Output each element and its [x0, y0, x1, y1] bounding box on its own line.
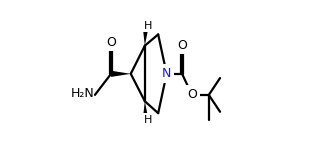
Polygon shape: [111, 71, 131, 77]
Text: N: N: [162, 67, 171, 80]
Text: H: H: [144, 21, 152, 31]
Text: H: H: [144, 114, 152, 125]
Text: O: O: [187, 88, 197, 101]
Polygon shape: [143, 101, 148, 118]
Text: O: O: [177, 39, 187, 52]
Polygon shape: [143, 29, 148, 46]
Text: O: O: [106, 36, 116, 49]
Text: H₂N: H₂N: [71, 87, 94, 100]
